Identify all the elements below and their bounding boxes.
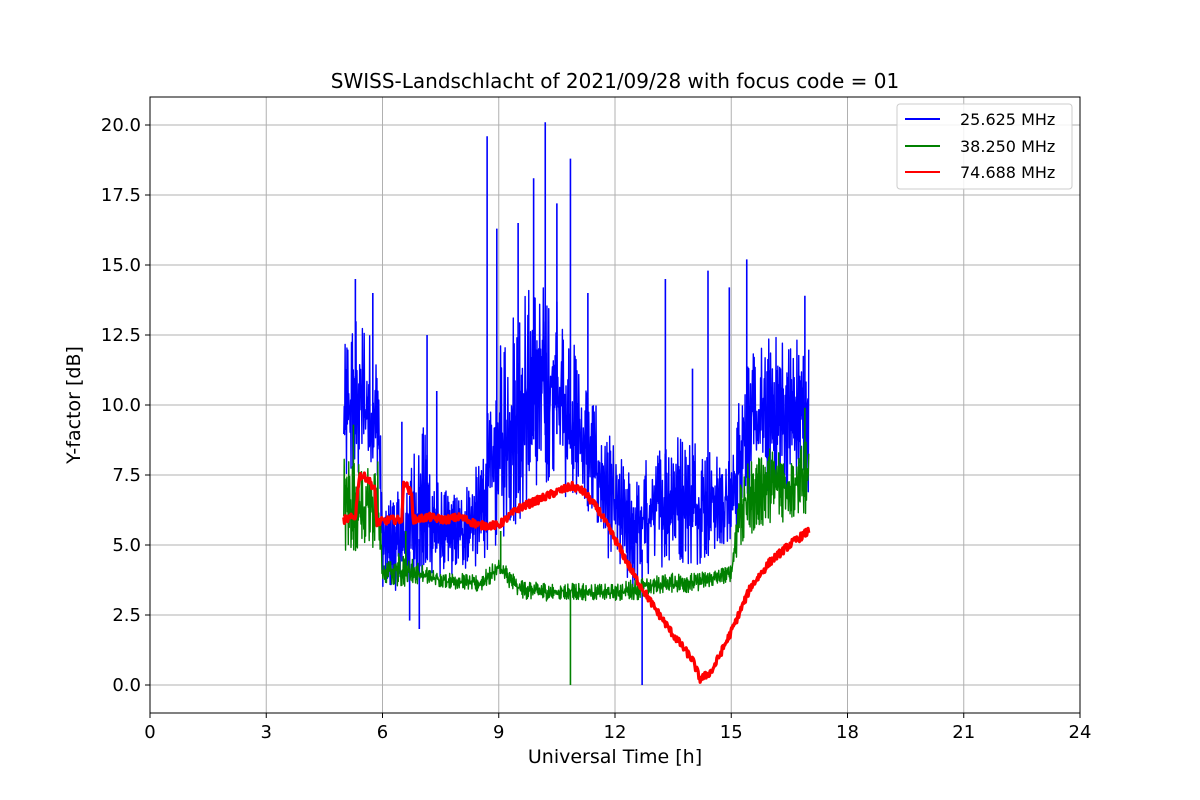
y-tick-label: 2.5: [112, 605, 141, 626]
plot-series: [342, 122, 811, 685]
series-line-74-688-mhz: [342, 471, 811, 684]
x-tick-label: 24: [1069, 722, 1092, 743]
y-tick-label: 20.0: [101, 115, 141, 136]
x-tick-label: 15: [720, 722, 743, 743]
x-axis-label: Universal Time [h]: [528, 746, 702, 768]
y-tick-label: 0.0: [112, 675, 141, 696]
legend-label-38mhz: 38.250 MHz: [960, 137, 1055, 156]
legend-box: [896, 103, 1073, 190]
y-tick-label: 10.0: [101, 395, 141, 416]
y-axis-label: Y-factor [dB]: [63, 346, 85, 465]
y-tick-label: 17.5: [101, 185, 141, 206]
y-tick-label: 7.5: [112, 465, 141, 486]
x-tick-label: 0: [144, 722, 155, 743]
legend-label-25mhz: 25.625 MHz: [960, 110, 1055, 129]
x-tick-label: 18: [836, 722, 859, 743]
y-tick-label: 12.5: [101, 325, 141, 346]
x-axis: 0 3 6 9 12 15 18 21 24: [144, 713, 1091, 743]
chart-title: SWISS-Landschlacht of 2021/09/28 with fo…: [331, 69, 899, 93]
legend-label-74mhz: 74.688 MHz: [960, 163, 1055, 182]
legend: 25.625 MHz 38.250 MHz 74.688 MHz: [896, 103, 1073, 190]
y-tick-label: 5.0: [112, 535, 141, 556]
x-tick-label: 12: [604, 722, 627, 743]
x-tick-label: 21: [952, 722, 975, 743]
x-tick-label: 3: [261, 722, 272, 743]
series-line-38-250-mhz: [343, 441, 810, 602]
y-tick-label: 15.0: [101, 255, 141, 276]
x-tick-label: 6: [377, 722, 388, 743]
y-axis: 0.0 2.5 5.0 7.5 10.0 12.5 15.0 17.5 20.0: [101, 115, 150, 696]
x-tick-label: 9: [493, 722, 504, 743]
series-line-25-625-mhz: [343, 287, 810, 591]
